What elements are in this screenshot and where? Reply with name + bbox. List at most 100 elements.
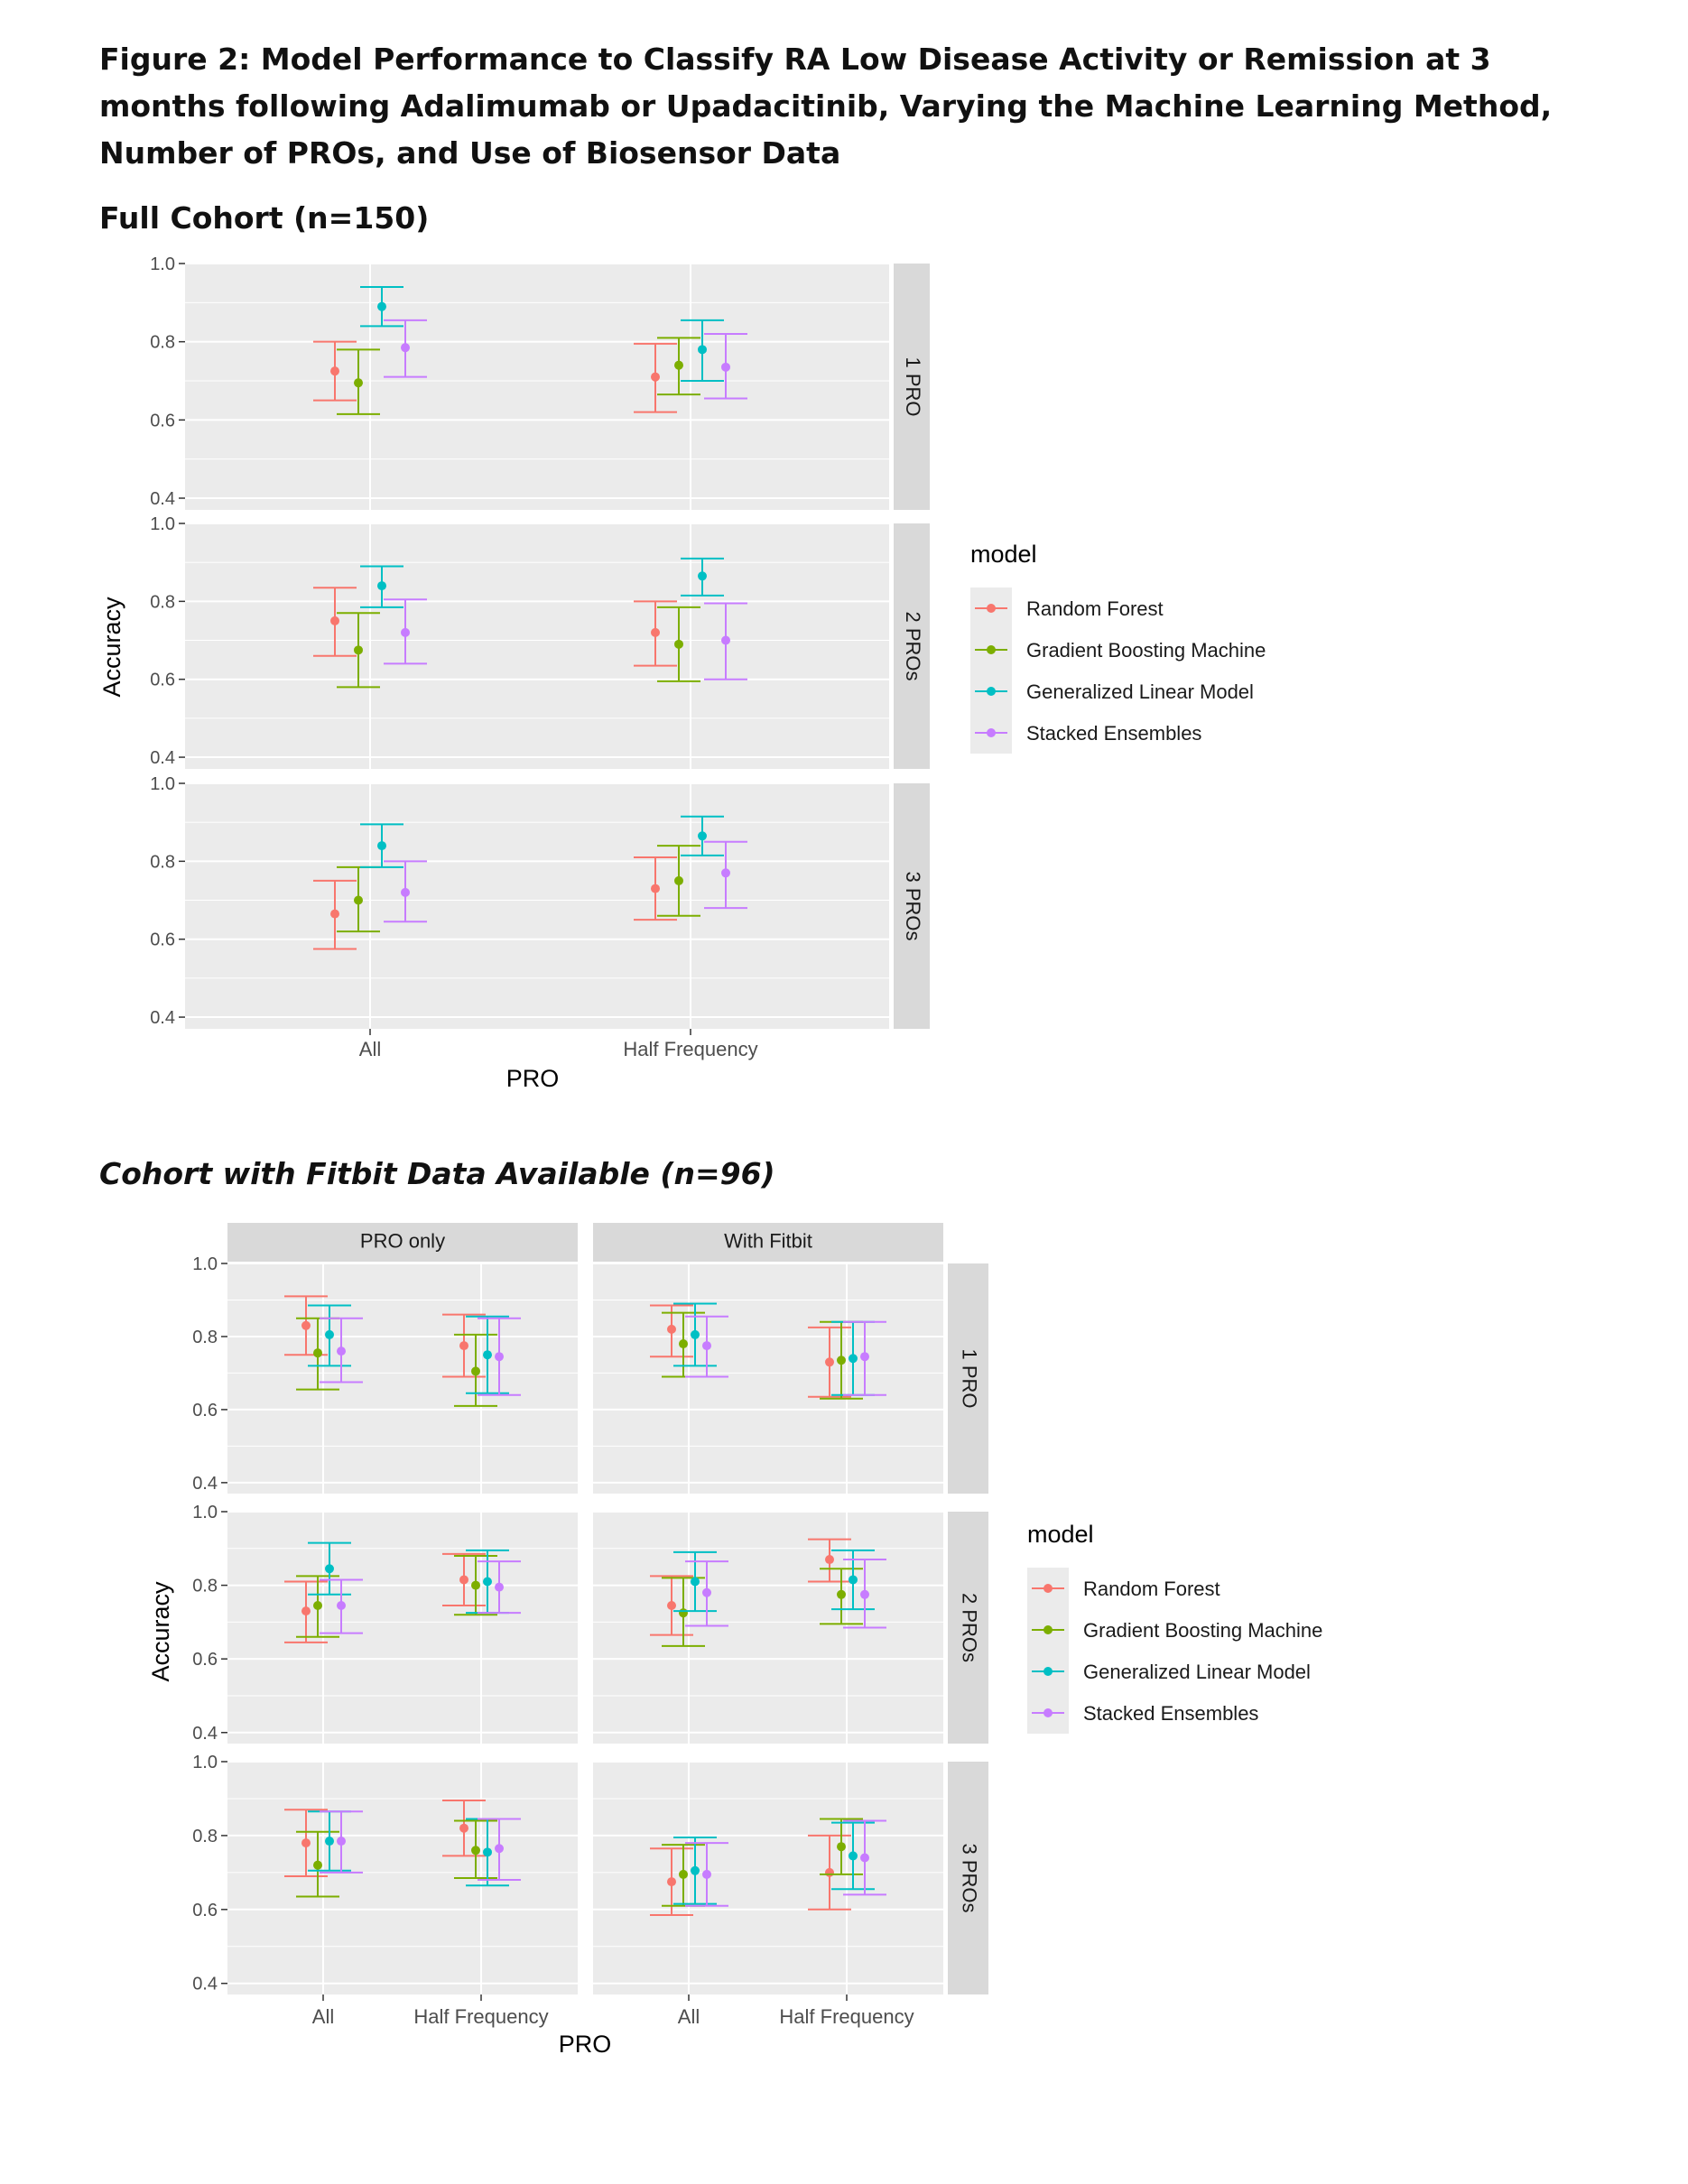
legend-title: model bbox=[970, 541, 1037, 568]
errorbar-random-forest bbox=[650, 1575, 693, 1636]
y-tick-label: 0.4 bbox=[192, 1975, 218, 1994]
legend-item-stacked-ensembles: Stacked Ensembles bbox=[970, 712, 1201, 754]
y-tick-label: 0.6 bbox=[150, 930, 175, 950]
errorbar-gradient-boosting-machine bbox=[296, 1830, 339, 1898]
y-tick-label: 0.4 bbox=[192, 1724, 218, 1744]
legend-item-gradient-boosting-machine: Gradient Boosting Machine bbox=[970, 629, 1266, 671]
y-axis-title: Accuracy bbox=[147, 1581, 174, 1682]
panel-background bbox=[227, 1762, 578, 1994]
panel-1-pro bbox=[185, 263, 889, 510]
data-point-gradient-boosting-machine bbox=[354, 378, 363, 388]
data-point-generalized-linear-model bbox=[325, 1564, 334, 1574]
panel-background bbox=[185, 264, 889, 510]
errorbar-random-forest bbox=[650, 1304, 693, 1358]
data-point-generalized-linear-model bbox=[698, 571, 707, 581]
chart-1: 0.4 0.6 0.8 1.0 1 PRO 0.4 0.6 0.8 1.0 2 PROs 0.4 0.… bbox=[98, 254, 1266, 1092]
data-point-stacked-ensembles bbox=[860, 1853, 869, 1863]
errorbar-stacked-ensembles bbox=[478, 1317, 521, 1396]
x-tick-label: Half Frequency bbox=[413, 2005, 548, 2028]
errorbar-generalized-linear-model bbox=[673, 1302, 717, 1367]
x-tick-label: All bbox=[359, 1038, 381, 1060]
errorbar-stacked-ensembles bbox=[843, 1819, 886, 1896]
data-point-gradient-boosting-machine bbox=[674, 360, 683, 370]
data-point-stacked-ensembles bbox=[401, 343, 410, 353]
y-tick-label: 0.8 bbox=[192, 1328, 218, 1347]
legend-item-stacked-ensembles: Stacked Ensembles bbox=[1027, 1692, 1258, 1734]
errorbar-random-forest bbox=[313, 879, 357, 950]
data-point-generalized-linear-model bbox=[377, 301, 386, 311]
legend-label: Generalized Linear Model bbox=[1026, 680, 1254, 703]
data-point-stacked-ensembles bbox=[495, 1352, 504, 1362]
errorbar-stacked-ensembles bbox=[685, 1842, 728, 1907]
data-point-generalized-linear-model bbox=[377, 841, 386, 851]
legend-label: Gradient Boosting Machine bbox=[1083, 1619, 1322, 1642]
y-tick-label: 1.0 bbox=[192, 1254, 218, 1274]
data-point-generalized-linear-model bbox=[698, 831, 707, 841]
panel-background bbox=[593, 1762, 943, 1994]
y-axis-title: Accuracy bbox=[98, 597, 125, 698]
errorbar-stacked-ensembles bbox=[384, 319, 427, 378]
errorbar-stacked-ensembles bbox=[384, 860, 427, 923]
x-tick-label: Half Frequency bbox=[623, 1038, 757, 1060]
data-point-generalized-linear-model bbox=[483, 1350, 492, 1360]
legend-label: Gradient Boosting Machine bbox=[1026, 639, 1266, 662]
panel-background bbox=[593, 1263, 943, 1494]
errorbar-generalized-linear-model bbox=[681, 815, 724, 856]
data-point-generalized-linear-model bbox=[325, 1329, 334, 1339]
panel-background bbox=[185, 523, 889, 769]
errorbar-gradient-boosting-machine bbox=[454, 1819, 497, 1879]
data-point-random-forest bbox=[667, 1601, 676, 1611]
panel-3-pros-pro-only bbox=[227, 1761, 578, 1994]
errorbar-stacked-ensembles bbox=[704, 333, 747, 400]
x-tick-label: All bbox=[312, 2005, 334, 2028]
y-tick-label: 1.0 bbox=[192, 1503, 218, 1522]
data-point-stacked-ensembles bbox=[495, 1844, 504, 1854]
errorbar-gradient-boosting-machine bbox=[662, 1844, 705, 1907]
data-point-generalized-linear-model bbox=[483, 1847, 492, 1857]
data-point-random-forest bbox=[651, 372, 660, 382]
data-point-gradient-boosting-machine bbox=[674, 639, 683, 649]
data-point-stacked-ensembles bbox=[702, 1869, 711, 1879]
errorbar-random-forest bbox=[650, 1847, 693, 1916]
data-point-generalized-linear-model bbox=[483, 1577, 492, 1587]
column-strip-label: With Fitbit bbox=[724, 1229, 812, 1252]
errorbar-stacked-ensembles bbox=[685, 1560, 728, 1627]
errorbar-random-forest bbox=[634, 600, 677, 667]
y-tick-label: 0.6 bbox=[150, 671, 175, 690]
errorbar-stacked-ensembles bbox=[704, 602, 747, 680]
panel-2-pros-with-fitbit bbox=[593, 1511, 943, 1744]
data-point-generalized-linear-model bbox=[849, 1354, 858, 1364]
data-point-stacked-ensembles bbox=[860, 1589, 869, 1599]
data-point-gradient-boosting-machine bbox=[837, 1356, 846, 1365]
column-strip bbox=[593, 1223, 943, 1262]
data-point-gradient-boosting-machine bbox=[679, 1869, 688, 1879]
errorbar-stacked-ensembles bbox=[843, 1559, 886, 1629]
data-point-generalized-linear-model bbox=[325, 1837, 334, 1846]
errorbar-random-forest bbox=[442, 1313, 486, 1378]
legend: model Random Forest Gradient Boosting Mach… bbox=[970, 541, 1266, 754]
legend-title: model bbox=[1027, 1521, 1094, 1548]
y-tick-label: 0.4 bbox=[192, 1474, 218, 1494]
y-tick-label: 0.4 bbox=[150, 748, 175, 768]
section-title-fitbit-cohort: Cohort with Fitbit Data Available (n=96) bbox=[99, 1156, 775, 1191]
panel-1-pro-pro-only bbox=[227, 1263, 578, 1494]
data-point-random-forest bbox=[651, 884, 660, 893]
data-point-generalized-linear-model bbox=[691, 1577, 700, 1587]
figure-title: Figure 2: Model Performance to Classify … bbox=[99, 42, 1553, 171]
y-tick-label: 0.8 bbox=[150, 592, 175, 612]
x-axis-title: PRO bbox=[559, 2031, 612, 2058]
data-point-random-forest bbox=[301, 1838, 311, 1848]
data-point-gradient-boosting-machine bbox=[471, 1366, 480, 1376]
legend-label: Stacked Ensembles bbox=[1083, 1702, 1258, 1725]
data-point-random-forest bbox=[330, 366, 339, 376]
data-point-generalized-linear-model bbox=[849, 1575, 858, 1585]
data-point-random-forest bbox=[667, 1877, 676, 1887]
y-tick-label: 0.8 bbox=[192, 1577, 218, 1596]
errorbar-gradient-boosting-machine bbox=[337, 348, 380, 415]
errorbar-random-forest bbox=[442, 1800, 486, 1857]
row-strip bbox=[894, 783, 930, 1029]
chart-2: 0.4 0.6 0.8 1.0 1 PRO 0.4 0.6 0.8 1.0 2 PROs 0.4 0.… bbox=[147, 1223, 1322, 2058]
data-point-random-forest bbox=[825, 1867, 834, 1877]
legend-label: Generalized Linear Model bbox=[1083, 1661, 1311, 1683]
